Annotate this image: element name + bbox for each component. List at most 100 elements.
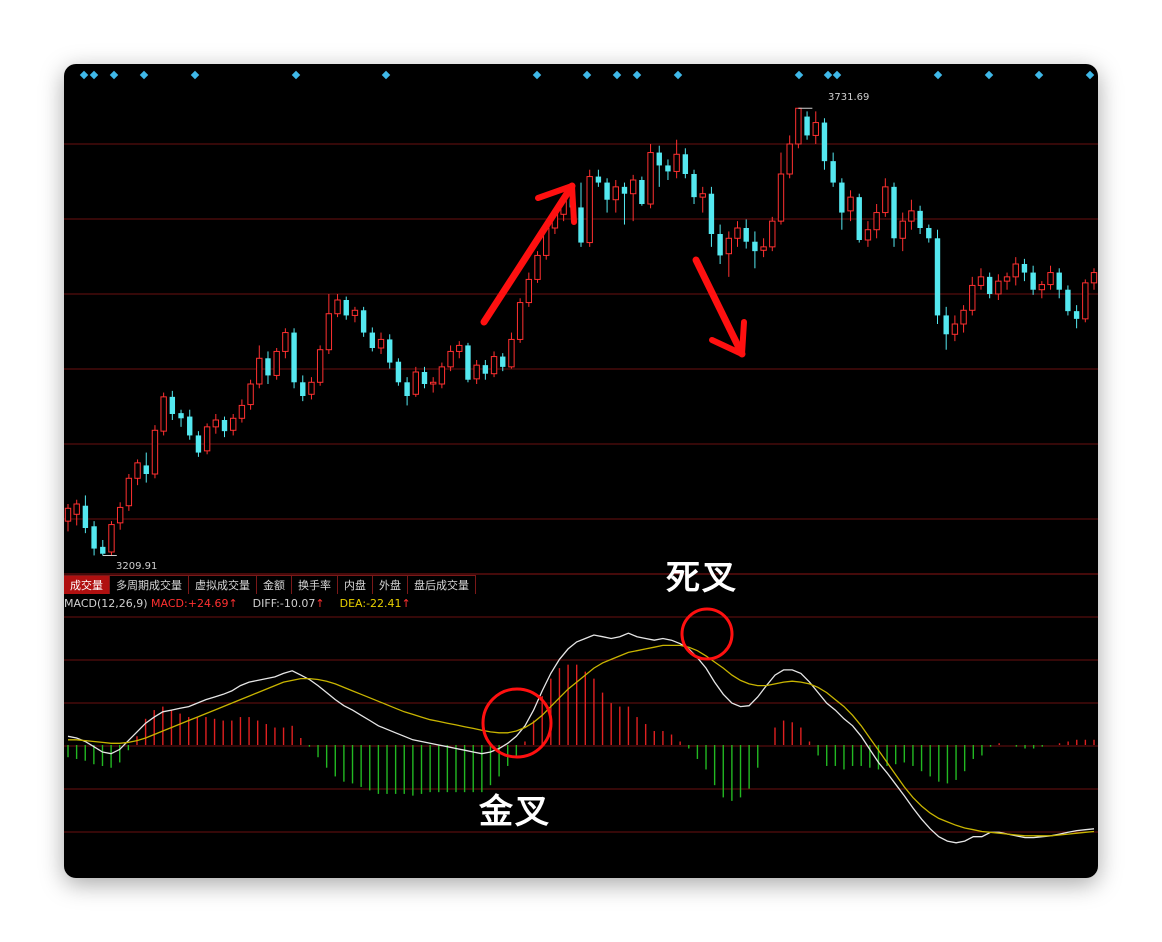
candle: [1065, 285, 1071, 316]
price-low-label: 3209.91: [116, 561, 157, 572]
tab-inner-volume[interactable]: 内盘: [338, 575, 373, 594]
candle: [125, 474, 133, 511]
candle-body: [1056, 272, 1062, 290]
candle-body: [282, 332, 289, 352]
candle: [847, 190, 854, 222]
candle: [864, 221, 872, 247]
candle-body: [160, 396, 167, 432]
signal-dot: [582, 70, 592, 80]
candle-body: [786, 143, 793, 175]
price-low-value: 3209.91: [116, 561, 158, 572]
tab-turnover[interactable]: 换手率: [292, 575, 338, 594]
candle-body: [621, 186, 628, 194]
candle: [717, 224, 723, 264]
candle: [969, 276, 976, 316]
candle-body: [1021, 264, 1028, 273]
candle: [377, 332, 385, 354]
candle: [786, 135, 793, 179]
candle-body: [387, 339, 393, 363]
candle: [316, 345, 324, 386]
dea-up-arrow-icon: ↑: [401, 597, 411, 610]
candle-body: [639, 180, 645, 204]
candle-body: [830, 161, 836, 183]
candle-body: [743, 228, 749, 242]
candle: [247, 379, 254, 410]
candle-body: [1073, 311, 1080, 319]
candle-body: [934, 238, 941, 316]
candle: [429, 377, 437, 393]
candle: [769, 216, 776, 252]
annotation-layer: [480, 182, 747, 759]
candle-body: [134, 462, 141, 479]
candle: [465, 342, 471, 383]
tab-virtual-volume[interactable]: 虚拟成交量: [189, 575, 257, 594]
tab-outer-volume[interactable]: 外盘: [373, 575, 408, 594]
candle: [691, 169, 697, 204]
candle: [143, 452, 149, 483]
candle: [395, 358, 402, 386]
signal-dot: [832, 70, 842, 80]
candle: [116, 502, 124, 530]
candle-body: [456, 344, 463, 352]
candle: [917, 205, 923, 234]
candle: [256, 345, 263, 389]
candle: [473, 360, 480, 384]
candle: [752, 231, 758, 269]
tab-after-hours-volume[interactable]: 盘后成交量: [408, 575, 476, 594]
candle: [308, 377, 315, 400]
signal-dot: [632, 70, 642, 80]
indicator-tabbar: 成交量 多周期成交量 虚拟成交量 金额 换手率 内盘 外盘 盘后成交量: [64, 575, 476, 594]
candle: [134, 459, 141, 486]
candle: [725, 231, 733, 277]
signal-dot: [139, 70, 149, 80]
candle: [64, 504, 72, 532]
candle: [178, 409, 184, 427]
candle: [195, 431, 202, 457]
candle: [647, 144, 654, 209]
candle: [169, 390, 176, 420]
candle-body: [429, 381, 437, 385]
candle-body: [752, 241, 758, 252]
tab-volume[interactable]: 成交量: [64, 575, 110, 594]
candle: [586, 169, 593, 247]
candle-body: [343, 300, 349, 316]
candle: [203, 423, 211, 455]
price-high-value: 3731.69: [828, 92, 870, 103]
candle-body: [334, 299, 341, 315]
candle: [273, 348, 280, 380]
candle-body: [125, 477, 133, 507]
candle-body: [256, 357, 263, 385]
candle-body: [891, 186, 897, 239]
candle-body: [308, 381, 315, 395]
candle-body: [586, 176, 593, 244]
candle-body: [1065, 289, 1071, 312]
candle-body: [300, 382, 306, 396]
candle: [1012, 257, 1019, 286]
candle: [926, 224, 932, 243]
signal-dot: [532, 70, 542, 80]
stock-chart-panel: 3731.69 3209.91 成交量 多周期成交量 虚拟成交量 金额 换手率 …: [64, 64, 1098, 878]
candle: [699, 186, 706, 213]
candle: [500, 353, 506, 372]
chart-canvas[interactable]: [64, 64, 1098, 878]
candle-body: [325, 313, 333, 351]
candle: [265, 351, 271, 384]
candle-body: [404, 382, 410, 396]
candle-body: [369, 332, 376, 348]
signal-dot: [823, 70, 833, 80]
candle: [82, 495, 89, 534]
candle: [639, 176, 645, 206]
candle-body: [195, 435, 202, 453]
candle-body: [908, 210, 915, 222]
signal-dot: [673, 70, 683, 80]
candle: [1082, 279, 1089, 323]
candle: [934, 229, 941, 324]
tab-amount[interactable]: 金额: [257, 575, 292, 594]
candle: [73, 499, 80, 526]
tab-multi-period-volume[interactable]: 多周期成交量: [110, 575, 189, 594]
candle: [977, 268, 985, 290]
candle-body: [612, 186, 619, 201]
candle: [612, 180, 619, 213]
candle: [447, 345, 454, 372]
macd-value: +24.69: [187, 597, 229, 610]
